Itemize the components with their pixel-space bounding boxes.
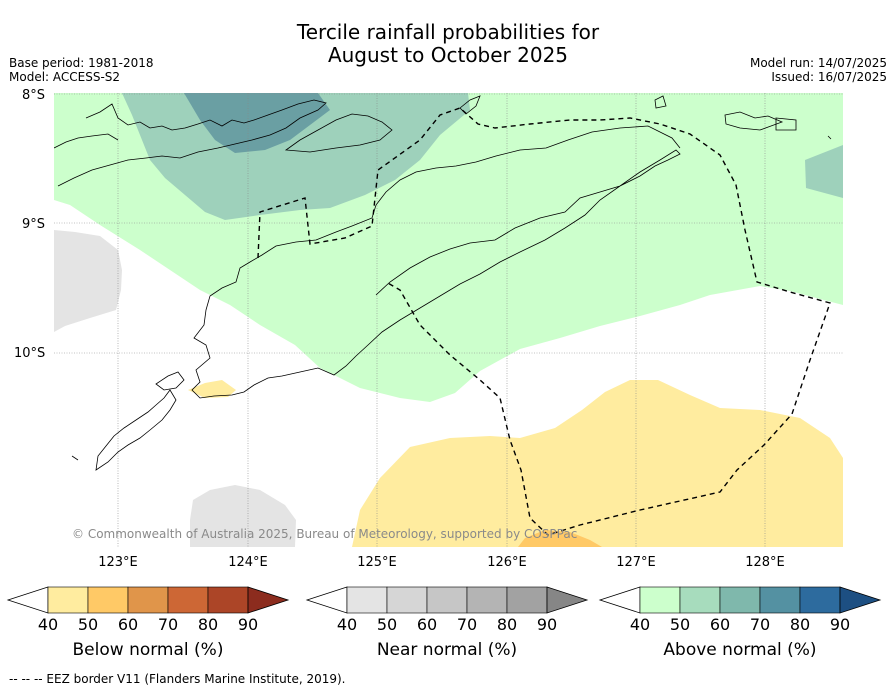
colorbar-segment: [386, 586, 428, 614]
colorbar-segment: [47, 586, 89, 614]
below-normal-40-50-south-region: [352, 380, 843, 547]
colorbar-tick-label: 90: [830, 615, 850, 634]
lon-label-125e: 125°E: [357, 555, 397, 570]
colorbar-segment: [466, 586, 508, 614]
lon-label-127e: 127°E: [616, 555, 656, 570]
lat-label-9s: 9°S: [22, 217, 45, 232]
near-normal-40-50-west-region: [54, 230, 122, 332]
colorbar-segment: [87, 586, 129, 614]
colorbar-max-extend: [839, 586, 882, 614]
colorbar-tick-label: 50: [78, 615, 98, 634]
lon-label-128e: 128°E: [745, 555, 785, 570]
coastlines: [54, 95, 832, 471]
colorbar-above-normal-label: Above normal (%): [663, 640, 817, 660]
base-period-text: Base period: 1981-2018: [9, 56, 154, 70]
above-normal-50-60-east-region: [805, 145, 843, 198]
colorbar-segment: [759, 586, 801, 614]
copyright-text: © Commonwealth of Australia 2025, Bureau…: [72, 527, 577, 541]
colorbar-tick-label: 80: [497, 615, 517, 634]
colorbar-segment: [127, 586, 169, 614]
colorbar-segment: [799, 586, 841, 614]
colorbar-min-extend: [305, 586, 348, 614]
colorbar-tick-label: 90: [238, 615, 258, 634]
colorbar-max-extend: [247, 586, 290, 614]
colorbar-min-extend: [6, 586, 49, 614]
graticule: [54, 93, 843, 547]
northern-islands-outline: [57, 99, 327, 187]
lon-label-123e: 123°E: [98, 555, 138, 570]
colorbar-tick-label: 60: [417, 615, 437, 634]
colorbar-tick-label: 50: [670, 615, 690, 634]
page-title-line2: August to October 2025: [327, 43, 569, 67]
page-title-line1: Tercile rainfall probabilities for: [296, 20, 600, 44]
colorbar-near-normal-label: Near normal (%): [376, 640, 518, 660]
colorbars: 40 50 60 70 80 90 40 50 60 70 80 90 40 50 60 70 80 90: [6, 586, 882, 634]
rote-island-outline: [95, 389, 177, 471]
colorbar-segment: [506, 586, 548, 614]
colorbar-tick-label: 60: [710, 615, 730, 634]
lon-label-124e: 124°E: [228, 555, 268, 570]
below-normal-40-50-small-region: [188, 380, 236, 398]
colorbar-segment: [207, 586, 249, 614]
colorbar-below-normal-label: Below normal (%): [72, 640, 224, 660]
below-normal-50-60-region: [518, 530, 602, 547]
colorbar-segment: [639, 586, 681, 614]
colorbar-tick-label: 40: [38, 615, 58, 634]
colorbar-tick-label: 70: [158, 615, 178, 634]
colorbar-tick-label: 40: [630, 615, 650, 634]
colorbar-tick-label: 80: [790, 615, 810, 634]
colorbar-segment: [167, 586, 209, 614]
colorbar-segment: [346, 586, 388, 614]
colorbar-below-normal: 40 50 60 70 80 90: [6, 586, 290, 634]
eez-legend-text: -- -- -- EEZ border V11 (Flanders Marine…: [9, 672, 346, 686]
colorbar-max-extend: [546, 586, 589, 614]
above-normal-60-70-region: [184, 93, 330, 153]
colorbar-above-normal: 40 50 60 70 80 90: [598, 586, 882, 634]
colorbar-tick-label: 80: [198, 615, 218, 634]
colorbar-segment: [719, 586, 761, 614]
model-text: Model: ACCESS-S2: [9, 70, 121, 84]
lon-label-126e: 126°E: [487, 555, 527, 570]
eez-border-line: [257, 107, 831, 536]
model-run-text: Model run: 14/07/2025: [749, 56, 887, 70]
issued-text: Issued: 16/07/2025: [771, 70, 887, 84]
colorbar-segment: [426, 586, 468, 614]
lat-label-8s: 8°S: [22, 88, 45, 103]
colorbar-tick-label: 50: [377, 615, 397, 634]
colorbar-tick-label: 70: [750, 615, 770, 634]
timor-island-outline: [191, 125, 681, 399]
colorbar-tick-label: 90: [537, 615, 557, 634]
colorbar-tick-label: 40: [337, 615, 357, 634]
colorbar-min-extend: [598, 586, 641, 614]
near-normal-40-50-south-region: [190, 485, 296, 547]
lat-label-10s: 10°S: [14, 346, 45, 361]
colorbar-segment: [679, 586, 721, 614]
colorbar-tick-label: 60: [118, 615, 138, 634]
colorbar-near-normal: 40 50 60 70 80 90: [305, 586, 589, 634]
colorbar-tick-label: 70: [457, 615, 477, 634]
